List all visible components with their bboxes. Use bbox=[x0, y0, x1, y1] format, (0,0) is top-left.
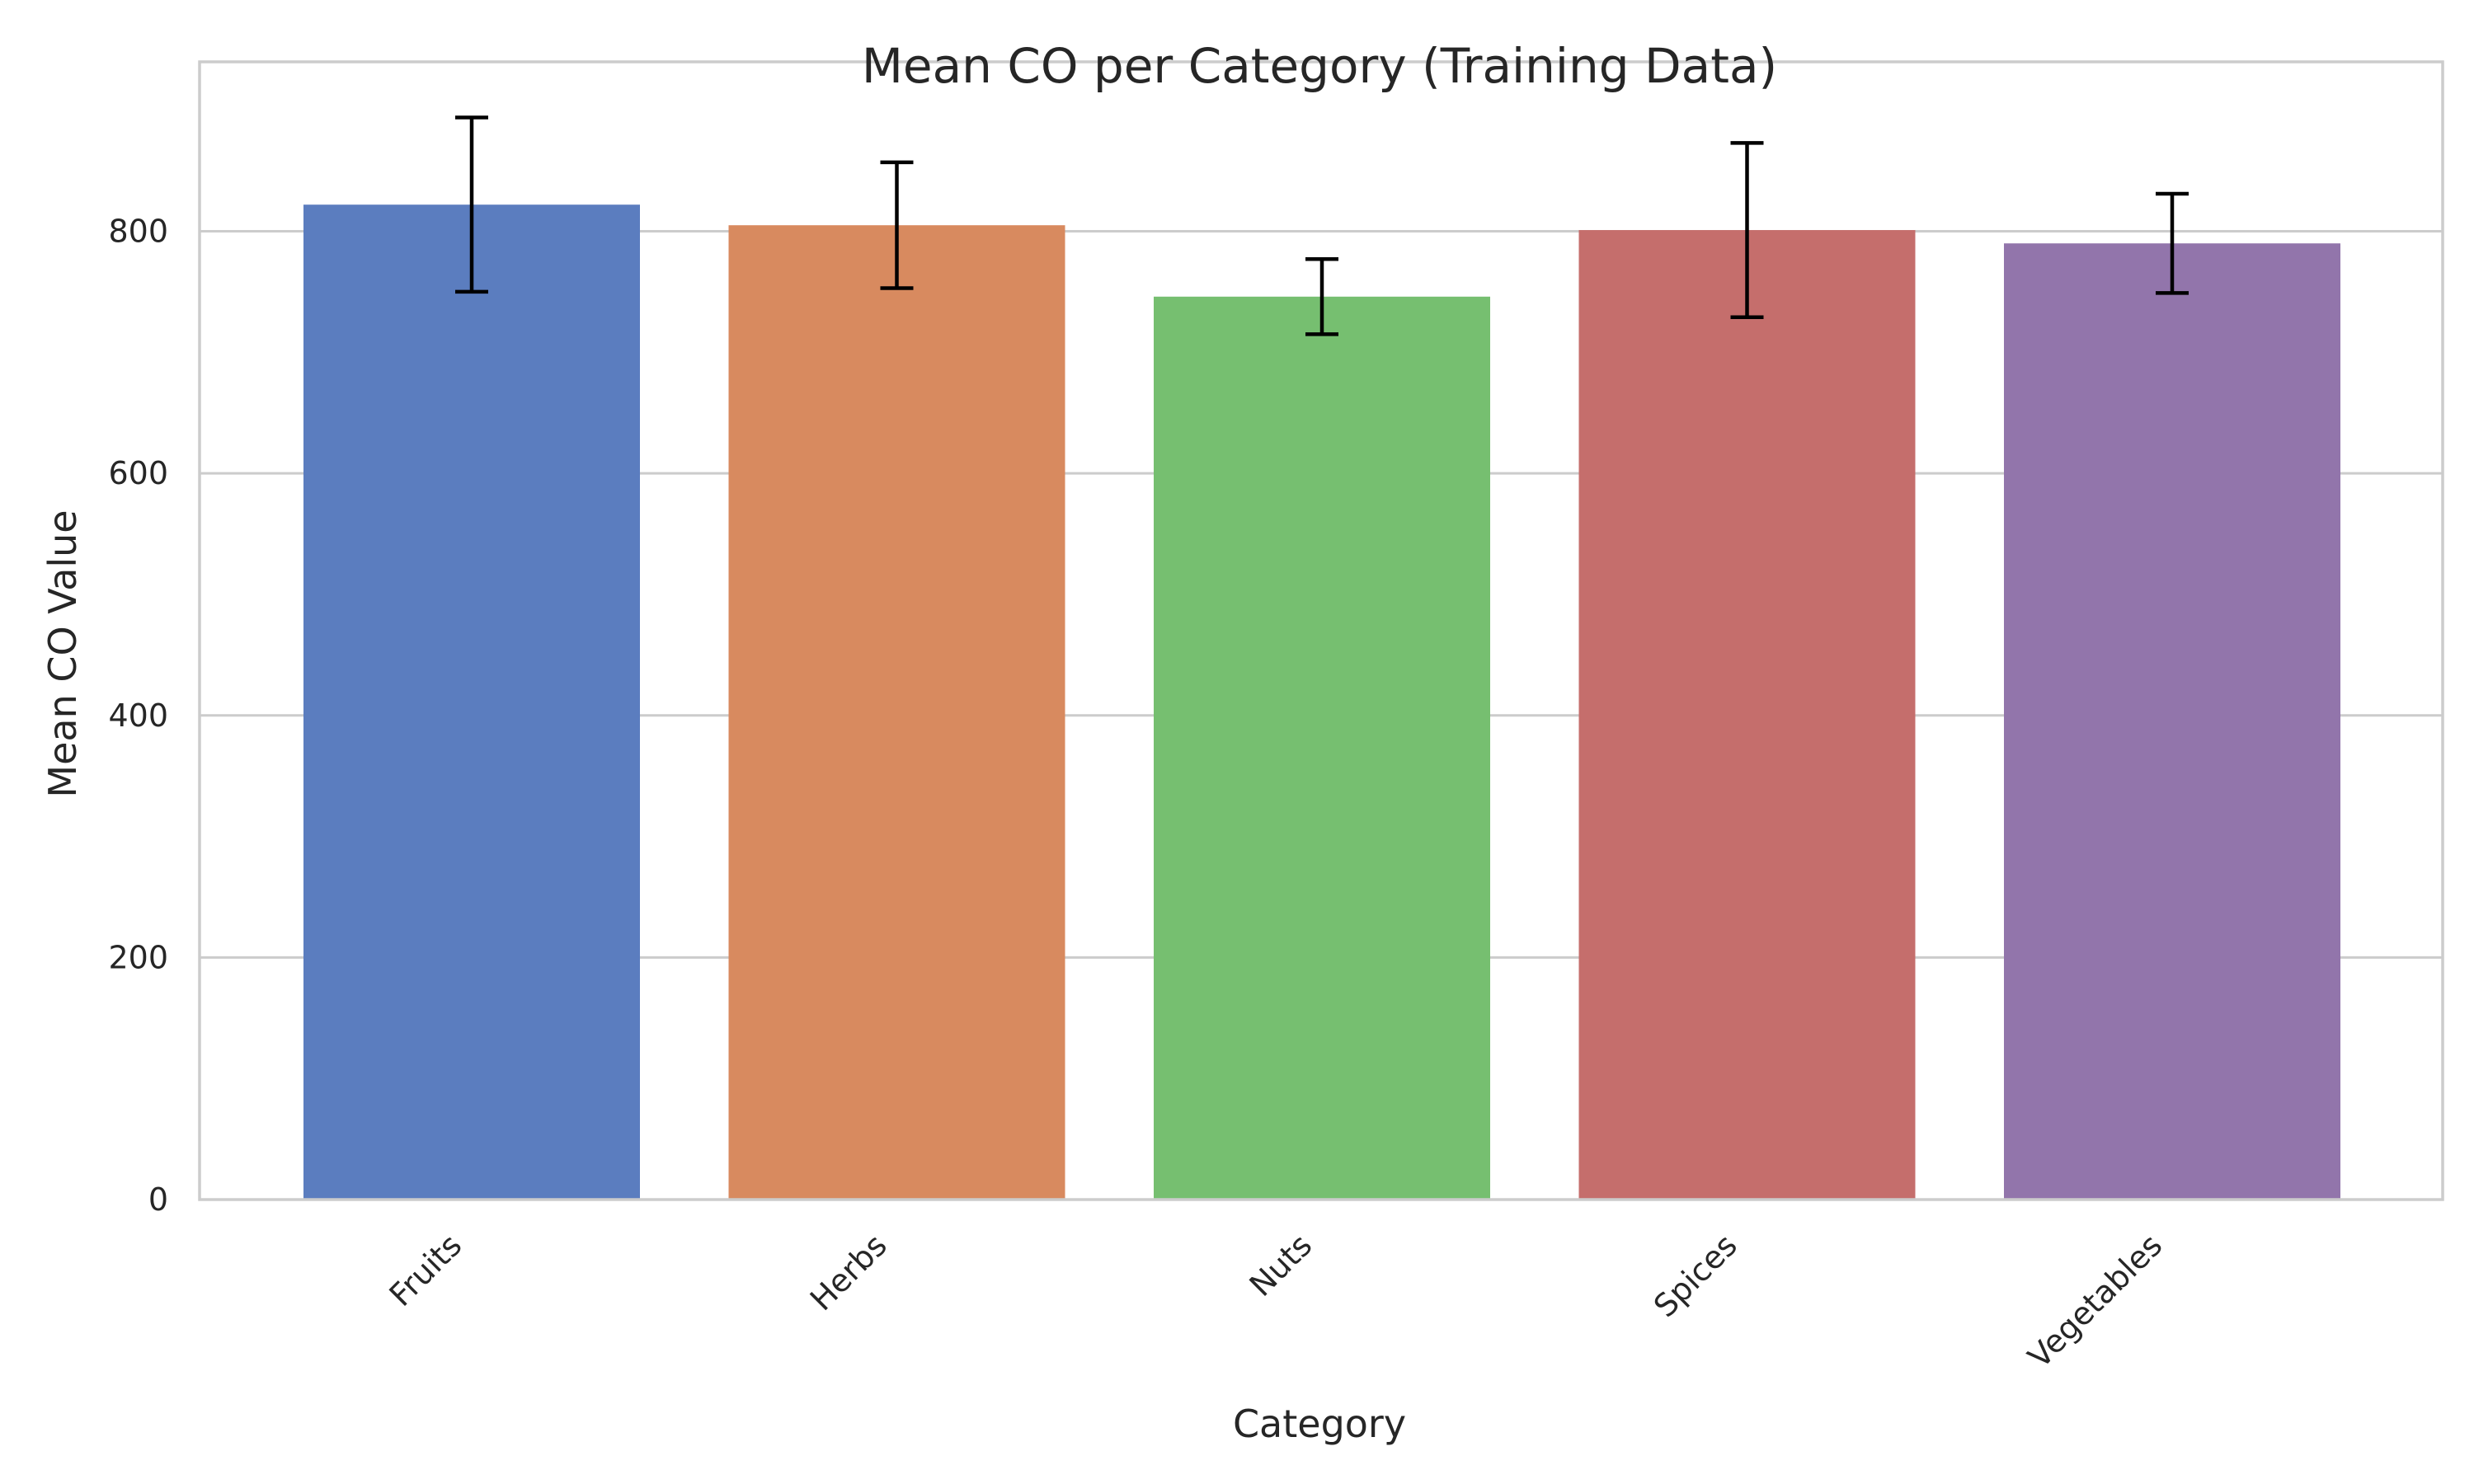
y-tick-label: 400 bbox=[108, 697, 168, 734]
y-tick-label: 600 bbox=[108, 455, 168, 491]
error-bar-vegetables bbox=[2156, 191, 2189, 295]
x-tick-labels: Fruits Herbs Nuts Spices Vegetables bbox=[383, 1227, 2170, 1375]
x-tick-label-vegetables: Vegetables bbox=[2021, 1227, 2170, 1375]
y-tick-labels: 0 200 400 600 800 bbox=[108, 214, 168, 1218]
x-tick-label-herbs: Herbs bbox=[803, 1227, 894, 1317]
y-tick-label: 200 bbox=[108, 939, 168, 975]
chart-title: Mean CO per Category (Training Data) bbox=[862, 38, 1777, 94]
bar-fruits bbox=[303, 204, 640, 1200]
bar-spices bbox=[1578, 230, 1916, 1200]
bars bbox=[303, 204, 2340, 1200]
x-tick-label-fruits: Fruits bbox=[383, 1227, 469, 1313]
bar-vegetables bbox=[2004, 243, 2340, 1200]
x-tick-label-spices: Spices bbox=[1647, 1227, 1744, 1324]
bar-nuts bbox=[1154, 296, 1490, 1200]
error-bar-fruits bbox=[455, 115, 488, 294]
y-tick-label: 0 bbox=[148, 1181, 168, 1218]
error-bar-herbs bbox=[880, 160, 914, 290]
error-bar-nuts bbox=[1305, 257, 1338, 336]
plot-frame bbox=[198, 60, 2444, 1201]
y-axis-label: Mean CO Value bbox=[40, 510, 85, 797]
y-tick-label: 800 bbox=[108, 214, 168, 250]
error-bars bbox=[455, 115, 2189, 336]
bar-herbs bbox=[728, 225, 1065, 1200]
error-bar-spices bbox=[1730, 141, 1764, 320]
x-tick-label-nuts: Nuts bbox=[1243, 1227, 1319, 1303]
x-axis-label: Category bbox=[1233, 1402, 1406, 1446]
